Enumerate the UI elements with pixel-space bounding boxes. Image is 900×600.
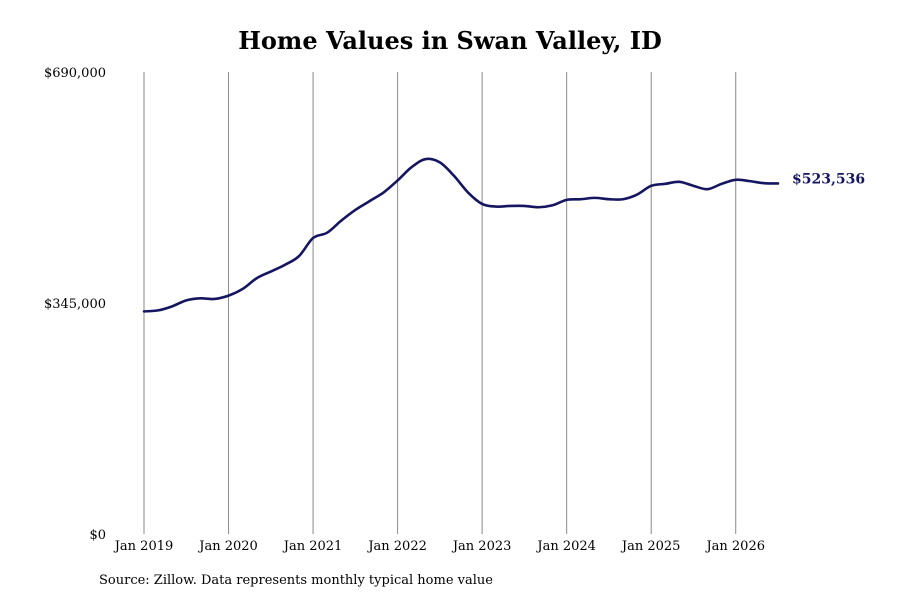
y-tick-label: $0 <box>89 528 106 543</box>
x-tick-label: Jan 2026 <box>704 539 765 554</box>
x-tick-label: Jan 2024 <box>535 539 596 554</box>
x-tick-label: Jan 2019 <box>113 539 174 554</box>
x-tick-label: Jan 2021 <box>282 539 343 554</box>
source-note: Source: Zillow. Data represents monthly … <box>99 573 493 588</box>
x-tick-label: Jan 2022 <box>366 539 427 554</box>
home-value-line <box>142 157 780 313</box>
chart-title: Home Values in Swan Valley, ID <box>238 26 662 55</box>
y-tick-label: $690,000 <box>44 66 106 81</box>
end-value-label: $523,536 <box>792 171 865 187</box>
y-tick-label: $345,000 <box>44 297 106 312</box>
x-tick-label: Jan 2023 <box>451 539 512 554</box>
x-tick-label: Jan 2020 <box>197 539 258 554</box>
x-tick-label: Jan 2025 <box>620 539 681 554</box>
